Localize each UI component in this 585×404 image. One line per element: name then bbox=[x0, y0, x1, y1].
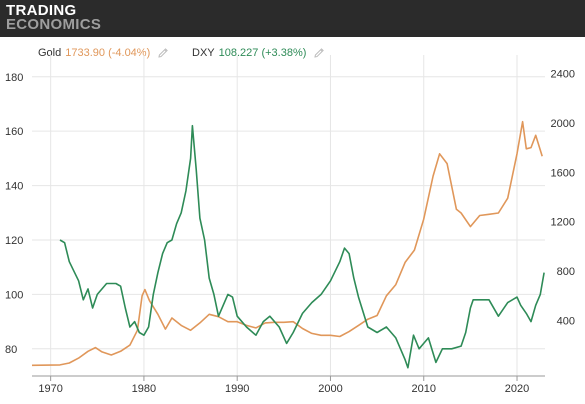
y-right-tick-label: 1600 bbox=[551, 167, 575, 179]
axes: 80 100 120 140 160 180 400 800 1200 1600 2000 2400 1… bbox=[5, 69, 575, 395]
series-lines bbox=[31, 120, 545, 369]
x-tick-label: 1980 bbox=[132, 383, 156, 395]
y-left-tick-label: 180 bbox=[5, 72, 23, 84]
y-right-tick-label: 1200 bbox=[551, 217, 575, 229]
y-right-tick-label: 800 bbox=[557, 266, 575, 278]
x-tick-label: 2020 bbox=[505, 383, 529, 395]
series-line-dxy bbox=[59, 124, 545, 369]
x-tick-label: 1970 bbox=[38, 383, 62, 395]
legend-dxy[interactable]: DXY 108.227 (+3.38%) bbox=[192, 45, 325, 61]
pencil-icon[interactable] bbox=[157, 47, 169, 59]
y-left-tick-label: 80 bbox=[5, 344, 17, 356]
y-left-tick-label: 160 bbox=[5, 126, 23, 138]
gridlines bbox=[32, 55, 545, 376]
series-line-gold bbox=[31, 120, 543, 367]
y-right-tick-label: 2000 bbox=[551, 118, 575, 130]
logo-trading: TRADING bbox=[6, 2, 77, 19]
logo-economics: ECONOMICS bbox=[6, 16, 102, 33]
x-tick-label: 2000 bbox=[318, 383, 342, 395]
y-right-tick-label: 2400 bbox=[551, 69, 575, 81]
legend-dxy-value: 108.227 (+3.38%) bbox=[218, 47, 307, 59]
legend-gold-value: 1733.90 (-4.04%) bbox=[65, 47, 151, 59]
x-tick-label: 2010 bbox=[412, 383, 436, 395]
y-left-tick-label: 120 bbox=[5, 235, 23, 247]
pencil-icon[interactable] bbox=[313, 47, 325, 59]
x-tick-label: 1990 bbox=[225, 383, 249, 395]
y-left-tick-label: 140 bbox=[5, 181, 23, 193]
header-bar: TRADING ECONOMICS bbox=[0, 0, 585, 37]
y-right-tick-label: 400 bbox=[557, 315, 575, 327]
y-left-tick-label: 100 bbox=[5, 289, 23, 301]
legend-gold[interactable]: Gold 1733.90 (-4.04%) bbox=[38, 45, 169, 61]
legend-dxy-name: DXY bbox=[192, 47, 215, 59]
legend-gold-name: Gold bbox=[38, 47, 62, 59]
